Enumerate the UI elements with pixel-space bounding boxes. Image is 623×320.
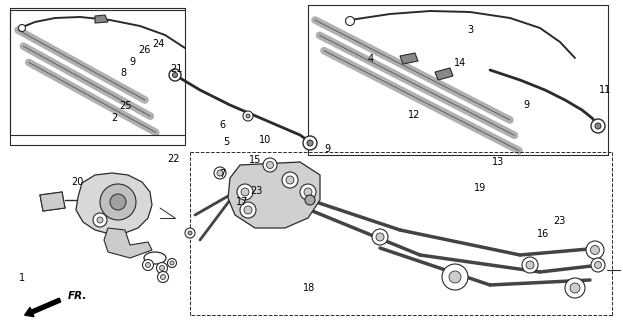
Circle shape [570, 283, 580, 293]
Circle shape [156, 262, 168, 274]
Polygon shape [76, 173, 152, 234]
Polygon shape [40, 192, 65, 211]
Text: 16: 16 [537, 228, 549, 239]
Text: 10: 10 [259, 135, 271, 145]
Polygon shape [228, 162, 320, 228]
Circle shape [241, 188, 249, 196]
Polygon shape [435, 68, 453, 80]
Circle shape [267, 162, 273, 169]
Circle shape [19, 25, 26, 31]
Circle shape [376, 233, 384, 241]
Circle shape [586, 241, 604, 259]
Circle shape [526, 261, 534, 269]
Polygon shape [104, 228, 152, 258]
Polygon shape [400, 53, 418, 64]
Circle shape [591, 245, 599, 254]
Circle shape [286, 176, 294, 184]
Circle shape [240, 202, 256, 218]
Circle shape [185, 228, 195, 238]
Text: 2: 2 [111, 113, 117, 123]
Text: 9: 9 [324, 144, 330, 154]
Circle shape [303, 136, 317, 150]
Circle shape [282, 172, 298, 188]
Circle shape [522, 257, 538, 273]
Text: 22: 22 [167, 154, 179, 164]
Circle shape [93, 213, 107, 227]
Circle shape [246, 114, 250, 118]
Text: FR.: FR. [68, 291, 87, 301]
Circle shape [168, 259, 176, 268]
Circle shape [300, 184, 316, 200]
Text: 3: 3 [467, 25, 473, 36]
Text: 15: 15 [249, 155, 262, 165]
Circle shape [100, 184, 136, 220]
Circle shape [346, 17, 354, 26]
Text: 20: 20 [72, 177, 84, 188]
FancyArrow shape [25, 298, 61, 316]
Circle shape [243, 111, 253, 121]
Ellipse shape [144, 252, 166, 264]
Circle shape [237, 184, 253, 200]
Text: 23: 23 [553, 216, 566, 226]
Text: 12: 12 [408, 110, 421, 120]
Circle shape [591, 119, 605, 133]
Circle shape [595, 123, 601, 129]
Circle shape [591, 258, 605, 272]
Circle shape [110, 194, 126, 210]
Circle shape [449, 271, 461, 283]
Circle shape [304, 188, 312, 196]
Text: 19: 19 [473, 183, 486, 193]
Circle shape [97, 217, 103, 223]
Text: 14: 14 [454, 58, 466, 68]
Circle shape [143, 260, 153, 270]
Circle shape [372, 229, 388, 245]
Circle shape [594, 261, 601, 268]
Circle shape [214, 167, 226, 179]
Text: 21: 21 [171, 64, 183, 74]
Text: 11: 11 [599, 84, 612, 95]
Text: 1: 1 [19, 273, 25, 284]
Circle shape [146, 262, 151, 268]
Circle shape [161, 275, 166, 279]
Circle shape [307, 140, 313, 146]
Circle shape [188, 231, 192, 235]
Text: 8: 8 [121, 68, 127, 78]
Circle shape [305, 195, 315, 205]
Text: 24: 24 [153, 39, 165, 49]
Text: 13: 13 [492, 156, 505, 167]
Circle shape [217, 170, 223, 176]
Text: 23: 23 [250, 186, 263, 196]
Text: 4: 4 [368, 54, 374, 64]
Circle shape [170, 261, 174, 265]
Circle shape [244, 206, 252, 214]
Circle shape [169, 69, 181, 81]
Text: 17: 17 [235, 196, 248, 207]
Circle shape [263, 158, 277, 172]
Text: 26: 26 [138, 44, 151, 55]
Circle shape [565, 278, 585, 298]
Circle shape [159, 266, 164, 270]
Circle shape [442, 264, 468, 290]
Text: 6: 6 [219, 120, 226, 130]
Text: 18: 18 [303, 283, 316, 293]
Circle shape [173, 73, 178, 77]
Text: 9: 9 [523, 100, 530, 110]
Polygon shape [95, 15, 108, 23]
Text: 5: 5 [223, 137, 229, 148]
Text: 7: 7 [219, 169, 226, 180]
Circle shape [158, 271, 168, 283]
Text: 25: 25 [120, 100, 132, 111]
Text: 9: 9 [129, 57, 135, 68]
